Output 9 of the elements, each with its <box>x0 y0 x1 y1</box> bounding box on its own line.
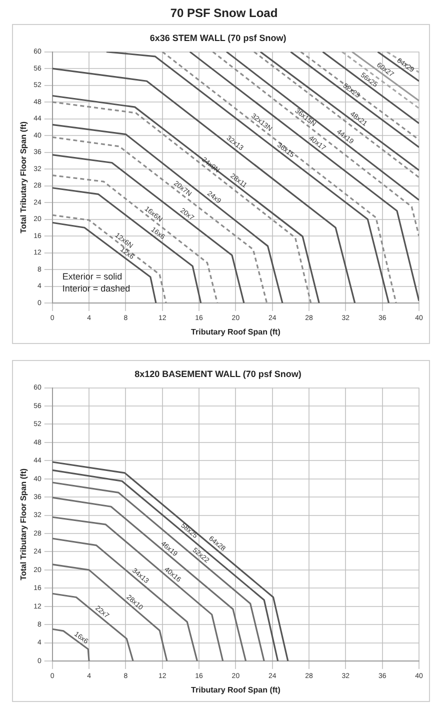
annotation: Exterior = solid <box>62 271 122 282</box>
x-axis-title: Tributary Roof Span (ft) <box>191 685 281 694</box>
x-axis-title: Tributary Roof Span (ft) <box>191 327 281 336</box>
chart-title: 8x120 BASEMENT WALL (70 psf Snow) <box>134 368 302 379</box>
chart-title: 70 PSF Snow Load <box>169 6 279 20</box>
y-axis-title: Total Tributary Floor Span (ft) <box>19 468 28 580</box>
annotation: Interior = dashed <box>62 283 130 294</box>
chart-subtitle: 6x36 STEM WALL (70 psf Snow) <box>150 32 286 43</box>
y-axis-title: Total Tributary Floor Span (ft) <box>19 121 28 234</box>
